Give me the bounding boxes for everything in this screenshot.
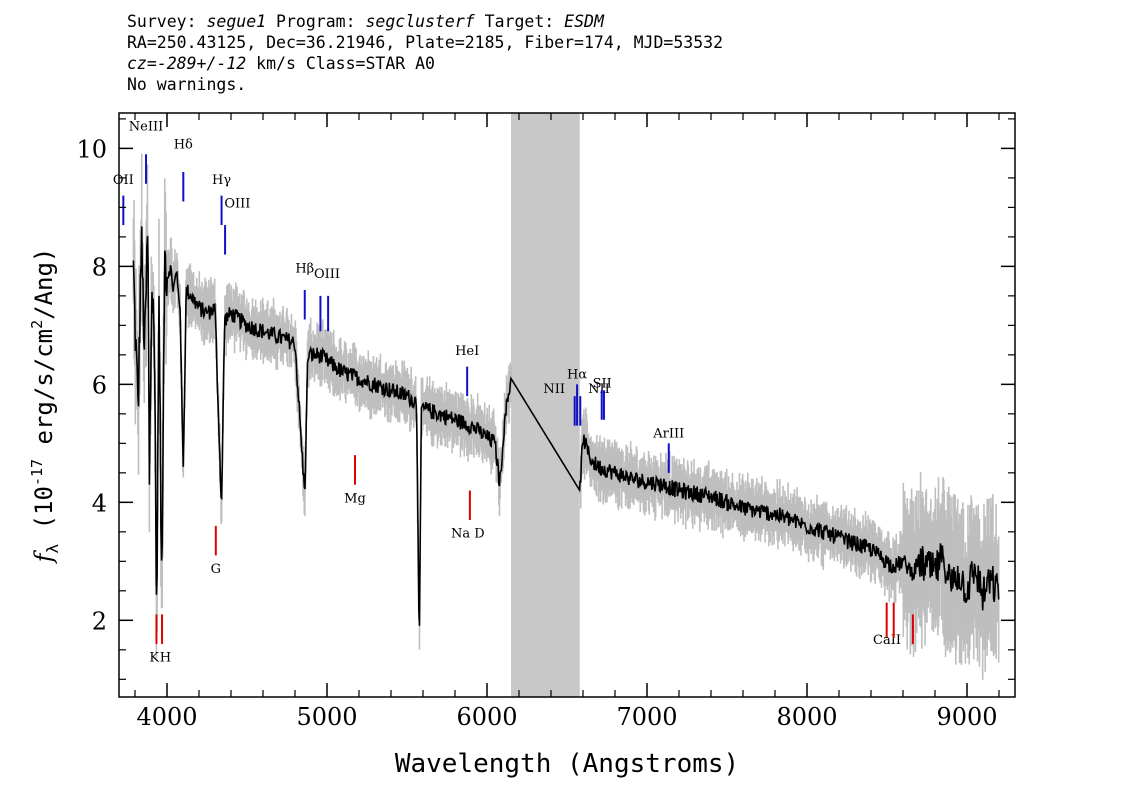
x-tick-label: 7000 — [616, 703, 677, 731]
target-label: Target: — [484, 12, 555, 31]
class-text: Class=STAR A0 — [305, 54, 435, 73]
y-label-rest: (10 — [30, 486, 58, 544]
y-axis-label: fλ (10-17 erg/s/cm2/Ang) — [28, 248, 62, 565]
emission-line-label: Hγ — [212, 173, 231, 188]
header-line-4: No warnings. — [127, 75, 247, 94]
absorption-line-label: H — [160, 651, 171, 666]
survey-label: Survey: — [127, 12, 197, 31]
emission-line-label: NII — [543, 382, 565, 397]
y-label-end: /Ang) — [30, 248, 58, 320]
cz-value: -289+/-12 — [156, 54, 247, 73]
y-label-unit: erg/s/cm — [30, 329, 58, 459]
x-tick-label: 8000 — [776, 703, 837, 731]
spectrum-header: Survey: segue1 Program: segclusterf Targ… — [127, 11, 723, 95]
x-tick-label: 4000 — [136, 703, 197, 731]
survey-value: segue1 — [206, 12, 267, 31]
emission-line-label: SII — [593, 376, 612, 391]
x-tick-label: 9000 — [936, 703, 997, 731]
absorption-line-label: Na D — [451, 527, 485, 542]
y-tick-label: 2 — [92, 607, 107, 635]
absorption-line-label: K — [149, 651, 159, 666]
emission-line-label: OII — [113, 173, 134, 188]
y-tick-label: 10 — [76, 135, 107, 163]
target-value: ESDM — [564, 12, 604, 31]
x-tick-label: 5000 — [296, 703, 357, 731]
x-axis-label: Wavelength (Angstroms) — [395, 749, 739, 779]
spectrum-line — [132, 226, 1000, 626]
absorption-line-label: Mg — [344, 491, 366, 506]
absorption-line-label: G — [211, 562, 221, 577]
emission-line-label: Hδ — [174, 137, 193, 152]
y-tick-label: 4 — [92, 489, 107, 517]
y-label-lambda: λ — [43, 543, 62, 553]
program-label: Program: — [276, 12, 356, 31]
emission-line-label: HeI — [455, 344, 479, 359]
x-tick-label: 6000 — [456, 703, 517, 731]
masked-region — [511, 113, 580, 697]
y-label-exp: -17 — [28, 459, 46, 486]
y-tick-label: 6 — [92, 371, 107, 399]
header-line-2: RA=250.43125, Dec=36.21946, Plate=2185, … — [127, 33, 724, 52]
emission-line-label: OIII — [224, 196, 250, 211]
header-line-3: cz=-289+/-12 km/s Class=STAR A0 — [127, 53, 723, 74]
cz-unit: km/s — [256, 54, 296, 73]
emission-line-label: OIII — [314, 267, 340, 282]
absorption-line-label: CaII — [873, 633, 901, 648]
cz-label: cz= — [127, 54, 157, 73]
emission-line-label: Hβ — [295, 261, 314, 276]
header-line-1: Survey: segue1 Program: segclusterf Targ… — [127, 11, 723, 32]
emission-line-label: ArIII — [652, 426, 684, 441]
emission-line-label: NeIII — [129, 120, 163, 135]
y-label-exp2: 2 — [28, 320, 46, 329]
emission-line-label: Hα — [567, 367, 587, 382]
program-value: segclusterf — [365, 12, 475, 31]
plot-frame — [118, 112, 1016, 698]
y-tick-label: 8 — [92, 253, 107, 281]
